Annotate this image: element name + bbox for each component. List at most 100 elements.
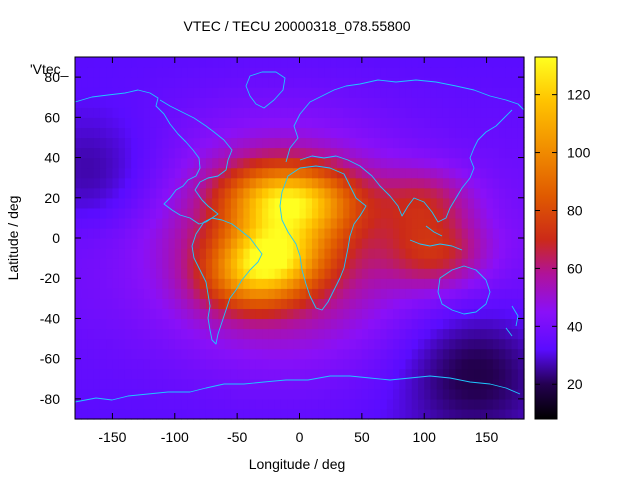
heatmap-cell (430, 388, 438, 400)
heatmap-cell (137, 187, 145, 199)
heatmap-cell (149, 137, 157, 149)
heatmap-cell (124, 77, 132, 88)
heatmap-cell (106, 358, 114, 370)
heatmap-cell (274, 147, 282, 159)
heatmap-cell (455, 238, 463, 249)
heatmap-cell (374, 107, 382, 118)
heatmap-cell (399, 67, 407, 78)
heatmap-cell (517, 57, 525, 68)
heatmap-cell (461, 298, 469, 309)
heatmap-cell (174, 258, 182, 269)
heatmap-cell (499, 328, 506, 340)
heatmap-cell (336, 298, 344, 309)
heatmap-cell (174, 197, 182, 209)
heatmap-cell (162, 187, 170, 199)
heatmap-cell (361, 298, 369, 309)
heatmap-cell (411, 117, 419, 128)
heatmap-cell (224, 77, 232, 88)
heatmap-cell (280, 87, 288, 98)
heatmap-cell (330, 308, 338, 320)
heatmap-cell (106, 197, 114, 209)
heatmap-cell (480, 278, 488, 289)
heatmap-cell (287, 57, 294, 68)
heatmap-cell (131, 187, 138, 199)
heatmap-cell (293, 167, 301, 179)
heatmap-cell (255, 298, 263, 309)
heatmap-cell (280, 398, 288, 410)
heatmap-cell (474, 77, 481, 88)
heatmap-cell (262, 278, 269, 289)
heatmap-cell (393, 107, 400, 118)
heatmap-cell (299, 328, 307, 340)
heatmap-cell (386, 187, 394, 199)
heatmap-cell (299, 167, 307, 179)
heatmap-cell (355, 197, 363, 209)
heatmap-cell (355, 177, 363, 189)
heatmap-cell (355, 238, 363, 249)
heatmap-cell (393, 358, 400, 370)
heatmap-cell (106, 388, 114, 400)
heatmap-cell (405, 268, 413, 279)
heatmap-cell (118, 187, 126, 199)
heatmap-cell (442, 107, 450, 118)
heatmap-cell (386, 117, 394, 128)
heatmap-cell (449, 177, 457, 189)
heatmap-cell (224, 137, 232, 149)
heatmap-cell (411, 107, 419, 118)
heatmap-cell (499, 338, 506, 350)
heatmap-cell (380, 177, 388, 189)
heatmap-cell (399, 57, 407, 68)
heatmap-cell (355, 378, 363, 390)
heatmap-cell (480, 288, 488, 299)
heatmap-cell (237, 57, 244, 68)
heatmap-cell (156, 117, 163, 128)
heatmap-cell (349, 227, 357, 239)
heatmap-cell (499, 308, 506, 320)
heatmap-cell (442, 258, 450, 269)
heatmap-cell (517, 268, 525, 279)
heatmap-cell (461, 318, 469, 330)
heatmap-cell (486, 308, 494, 320)
heatmap-cell (218, 187, 226, 199)
heatmap-cell (511, 127, 519, 139)
heatmap-cell (99, 167, 107, 179)
heatmap-cell (474, 298, 481, 309)
heatmap-cell (343, 87, 350, 98)
heatmap-cell (280, 187, 288, 199)
heatmap-cell (243, 298, 251, 309)
heatmap-cell (280, 137, 288, 149)
heatmap-cell (118, 298, 126, 309)
heatmap-cell (243, 207, 251, 219)
heatmap-cell (336, 147, 344, 159)
y-tick-label: -20 (40, 270, 60, 286)
heatmap-cell (230, 408, 238, 420)
heatmap-cell (75, 328, 82, 340)
heatmap-cell (355, 278, 363, 289)
maritime-continent-coast (409, 225, 463, 251)
heatmap-cell (149, 147, 157, 159)
heatmap-cell (386, 127, 394, 139)
heatmap-cell (124, 288, 132, 299)
heatmap-cell (162, 67, 170, 78)
heatmap-cell (442, 217, 450, 229)
heatmap-cell (442, 388, 450, 400)
heatmap-cell (399, 197, 407, 209)
heatmap-cell (187, 147, 195, 159)
heatmap-cell (118, 177, 126, 189)
heatmap-cell (218, 77, 226, 88)
heatmap-cell (424, 338, 432, 350)
heatmap-cell (212, 368, 220, 380)
heatmap-cell (386, 177, 394, 189)
heatmap-cell (449, 348, 457, 360)
heatmap-cell (156, 97, 163, 108)
heatmap-cell (293, 57, 301, 68)
heatmap-cell (243, 308, 251, 320)
heatmap-cell (149, 258, 157, 269)
heatmap-cell (305, 248, 313, 259)
heatmap-cell (280, 238, 288, 249)
heatmap-cell (430, 147, 438, 159)
heatmap-cell (255, 137, 263, 149)
heatmap-cell (461, 278, 469, 289)
heatmap-cell (386, 328, 394, 340)
heatmap-cell (87, 147, 95, 159)
